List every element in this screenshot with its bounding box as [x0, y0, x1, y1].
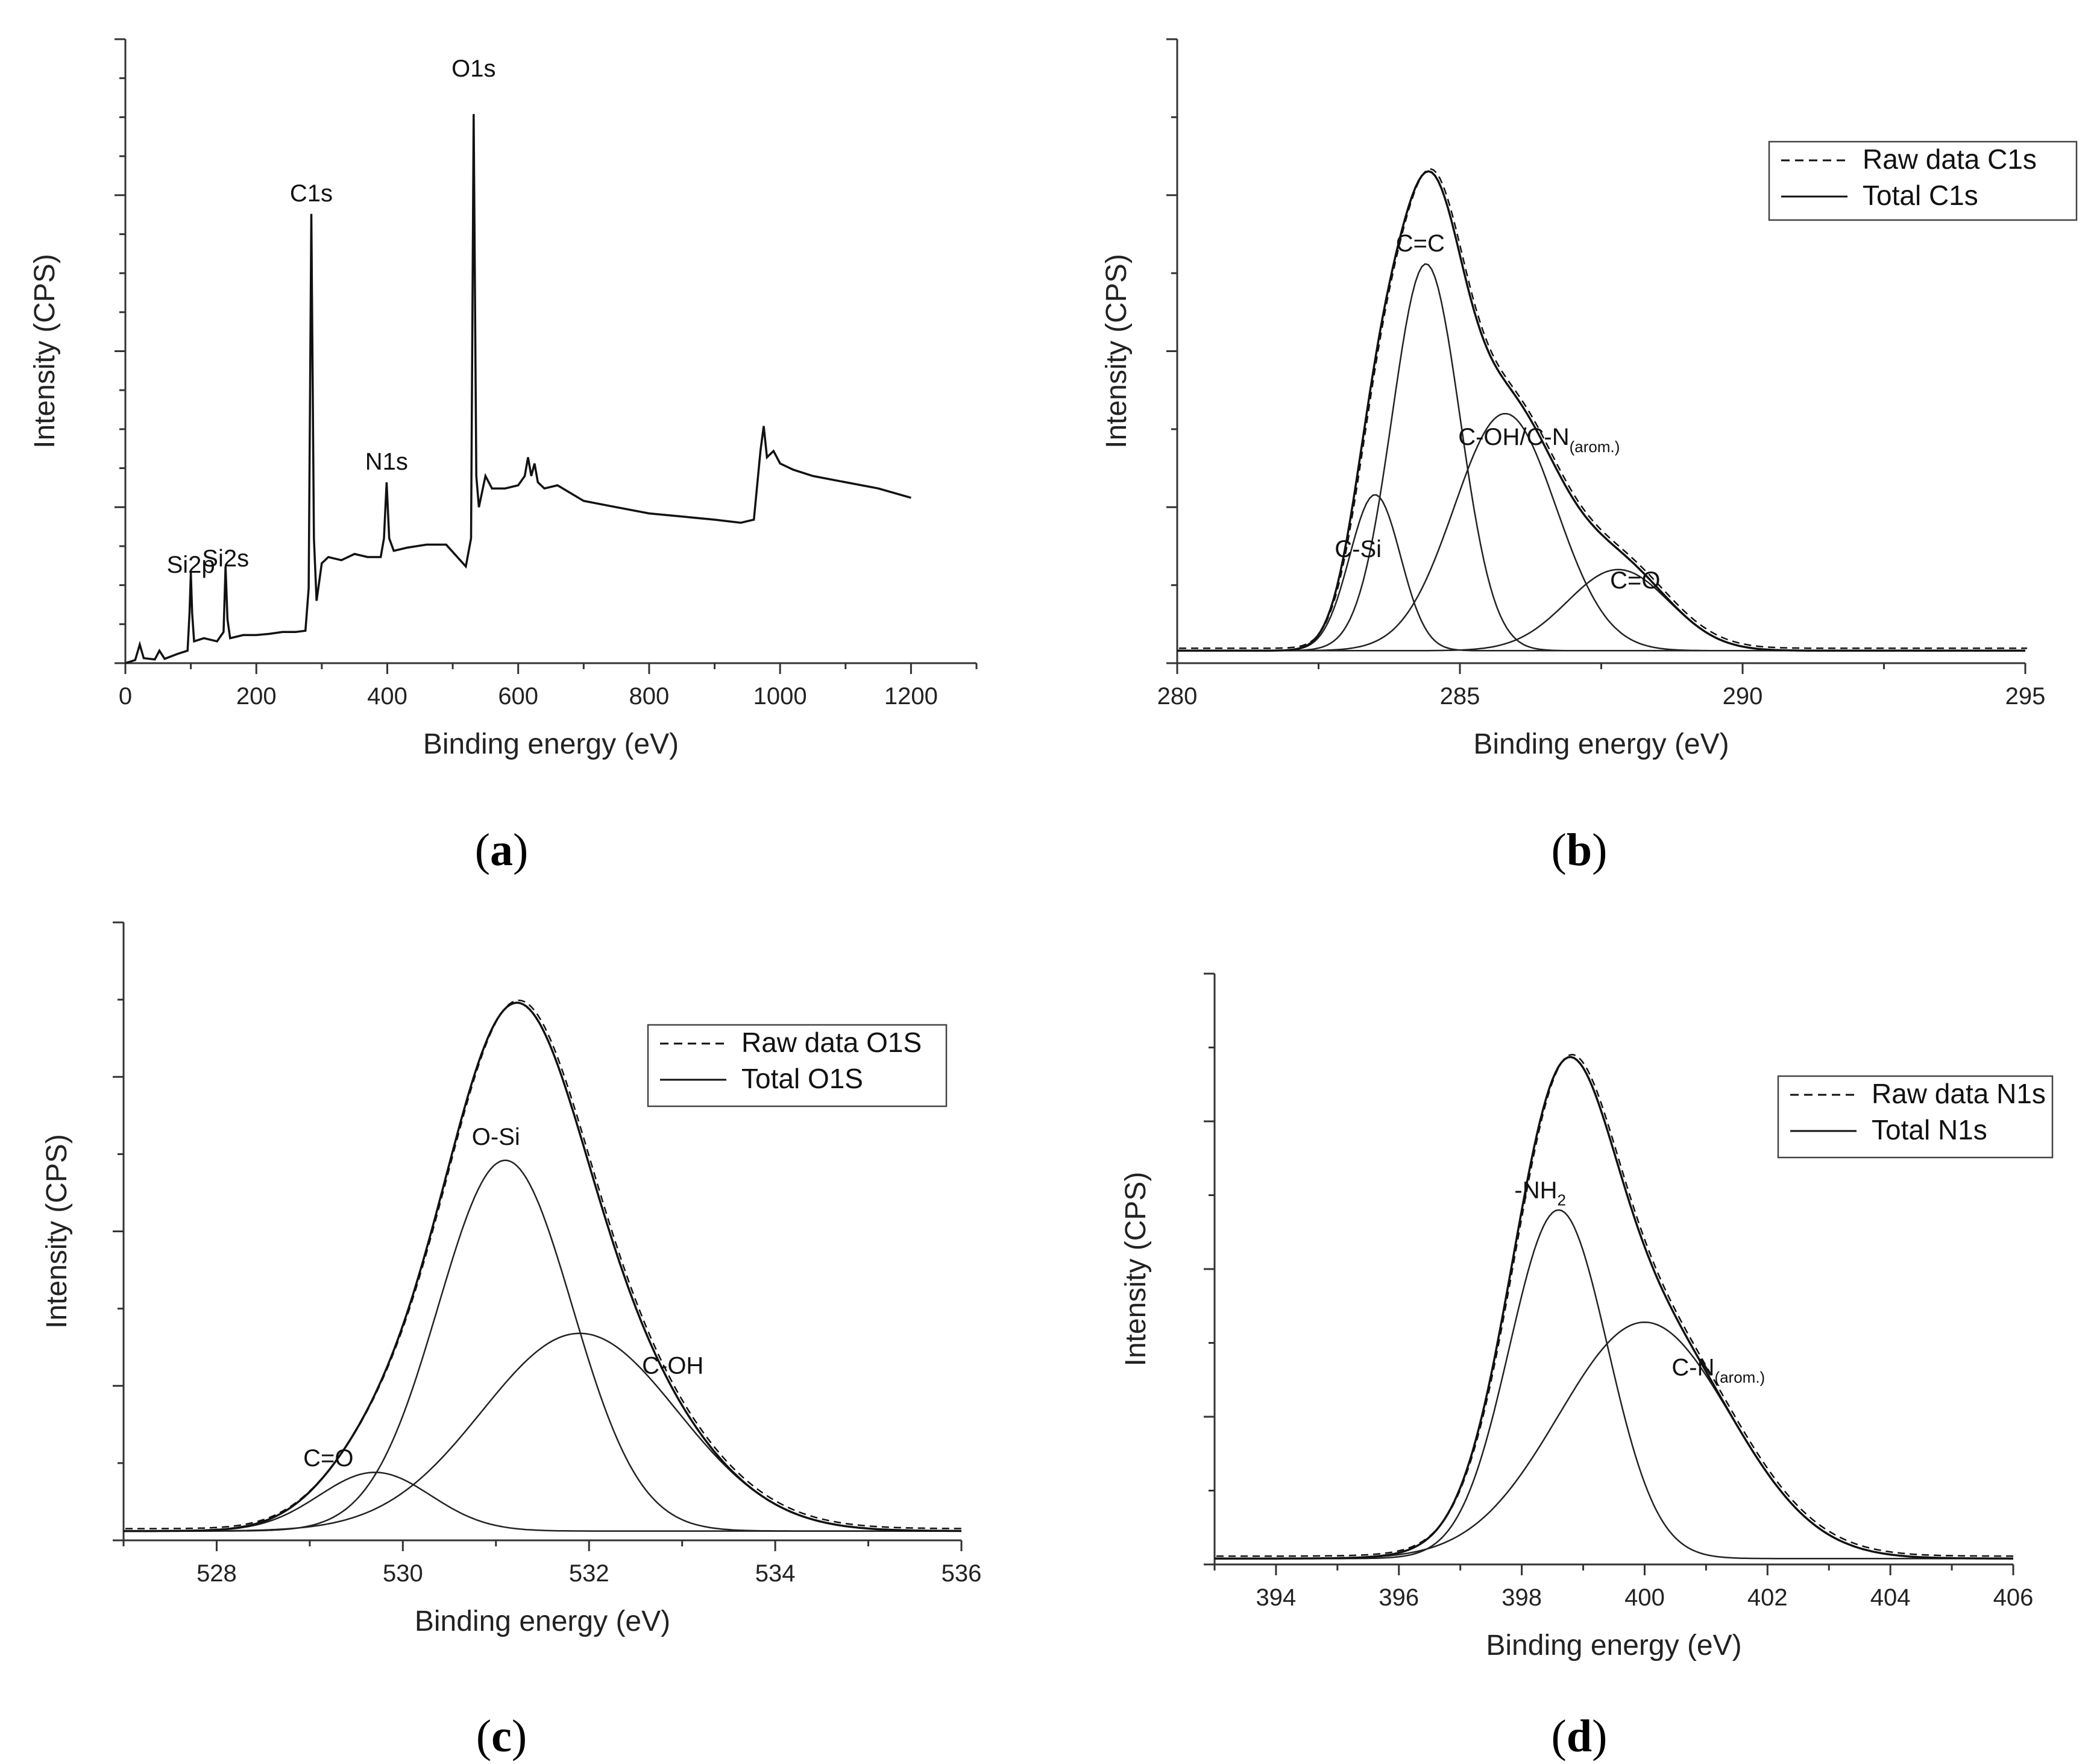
legend-label-1: Raw data N1s: [1872, 1078, 2046, 1109]
panel-a: 0 200 400 600 800 1000 1200 Binding energy (eV)…: [29, 38, 978, 760]
legend-label-2: Total C1s: [1863, 180, 1978, 211]
total-envelope-line: [124, 1001, 962, 1532]
peak-label-1: -NH2: [1514, 1177, 1566, 1209]
component-peak-2: [1215, 1321, 2013, 1560]
y-axis-title: Intensity (CPS): [1101, 254, 1133, 449]
panel-caption-c: (c): [476, 1711, 527, 1762]
raw-data-line: [1179, 168, 2027, 649]
panel-b: 280 285 290 295 Binding energy (eV) Intensity…: [1101, 38, 2078, 760]
peak-label-2: Si2s: [202, 546, 249, 572]
peak-label-1: C-Si: [1335, 536, 1382, 562]
x-tick-label: 528: [197, 1560, 237, 1587]
peak-label-3: C-OH/C-N(arom.): [1458, 424, 1620, 456]
y-axis-title: Intensity (CPS): [1120, 1172, 1152, 1367]
peak-label-3: C1s: [290, 180, 333, 207]
panel-c: 528 530 532 534 536 Binding energy (eV) Intens…: [41, 921, 982, 1637]
x-tick-label: 530: [383, 1560, 423, 1587]
x-tick-label: 532: [569, 1560, 609, 1587]
panel-d: 394 396 398 400 402 404 406 Binding energy (eV)…: [1120, 972, 2054, 1662]
x-tick-label: 200: [236, 683, 277, 710]
legend-label-2: Total O1S: [741, 1063, 863, 1094]
peak-label-1: Si2p: [167, 552, 215, 578]
x-tick-label: 534: [755, 1560, 796, 1587]
x-axis-title: Binding energy (eV): [1473, 728, 1729, 760]
x-tick-label: 0: [119, 683, 132, 710]
x-tick-label: 1200: [884, 683, 938, 710]
x-tick-label: 280: [1157, 683, 1198, 710]
component-peak-2: [1177, 263, 2025, 652]
panel-caption-a: (a): [475, 825, 529, 875]
panel-caption-b: (b): [1552, 825, 1608, 875]
peak-label-2: O-Si: [472, 1124, 520, 1150]
legend-label-1: Raw data O1S: [741, 1027, 922, 1058]
raw-data-line: [1216, 1054, 2015, 1557]
legend-label-2: Total N1s: [1872, 1114, 1987, 1145]
x-axis-title: Binding energy (eV): [423, 728, 679, 760]
y-axis-title: Intensity (CPS): [29, 254, 61, 449]
x-tick-label: 396: [1379, 1584, 1419, 1611]
peak-label-4: N1s: [365, 449, 408, 475]
peak-label-2: C=C: [1396, 230, 1445, 257]
legend-box: [647, 1024, 948, 1107]
y-axis-title: Intensity (CPS): [41, 1134, 73, 1329]
component-peak-1: [1177, 494, 2025, 652]
x-tick-label: 394: [1256, 1584, 1297, 1611]
x-tick-label: 398: [1501, 1584, 1542, 1611]
x-tick-label: 536: [942, 1560, 982, 1587]
x-tick-label: 402: [1747, 1584, 1788, 1611]
x-tick-label: 1000: [753, 683, 807, 710]
x-axis-title: Binding energy (eV): [415, 1605, 670, 1637]
x-tick-label: 400: [367, 683, 407, 710]
legend-box: [1768, 140, 2078, 221]
x-axis-title: Binding energy (eV): [1486, 1630, 1741, 1662]
component-peak-1: [1215, 1209, 2013, 1560]
component-peak-3: [124, 1332, 962, 1532]
component-peak-2: [124, 1159, 961, 1532]
panel-caption-d: (d): [1552, 1711, 1608, 1762]
raw-data-line: [125, 999, 964, 1529]
legend-label-1: Raw data C1s: [1863, 143, 2037, 175]
peak-label-2: C-N(arom.): [1671, 1354, 1765, 1386]
x-tick-label: 290: [1723, 683, 1763, 710]
peak-label-4: C=O: [1610, 567, 1660, 594]
x-tick-label: 406: [1993, 1584, 2034, 1611]
peak-label-3: C-OH: [642, 1352, 703, 1379]
x-tick-label: 285: [1440, 683, 1480, 710]
total-envelope-line: [1177, 170, 2025, 652]
x-tick-label: 600: [498, 683, 538, 710]
x-tick-label: 400: [1624, 1584, 1665, 1611]
peak-label-5: O1s: [451, 55, 495, 82]
x-tick-label: 800: [629, 683, 670, 710]
survey-spectrum-line: [125, 114, 911, 664]
peak-label-1: C=O: [303, 1445, 353, 1472]
total-envelope-line: [1215, 1056, 2013, 1560]
legend-box: [1777, 1075, 2054, 1159]
x-tick-label: 404: [1870, 1584, 1911, 1611]
x-tick-label: 295: [2005, 683, 2046, 710]
